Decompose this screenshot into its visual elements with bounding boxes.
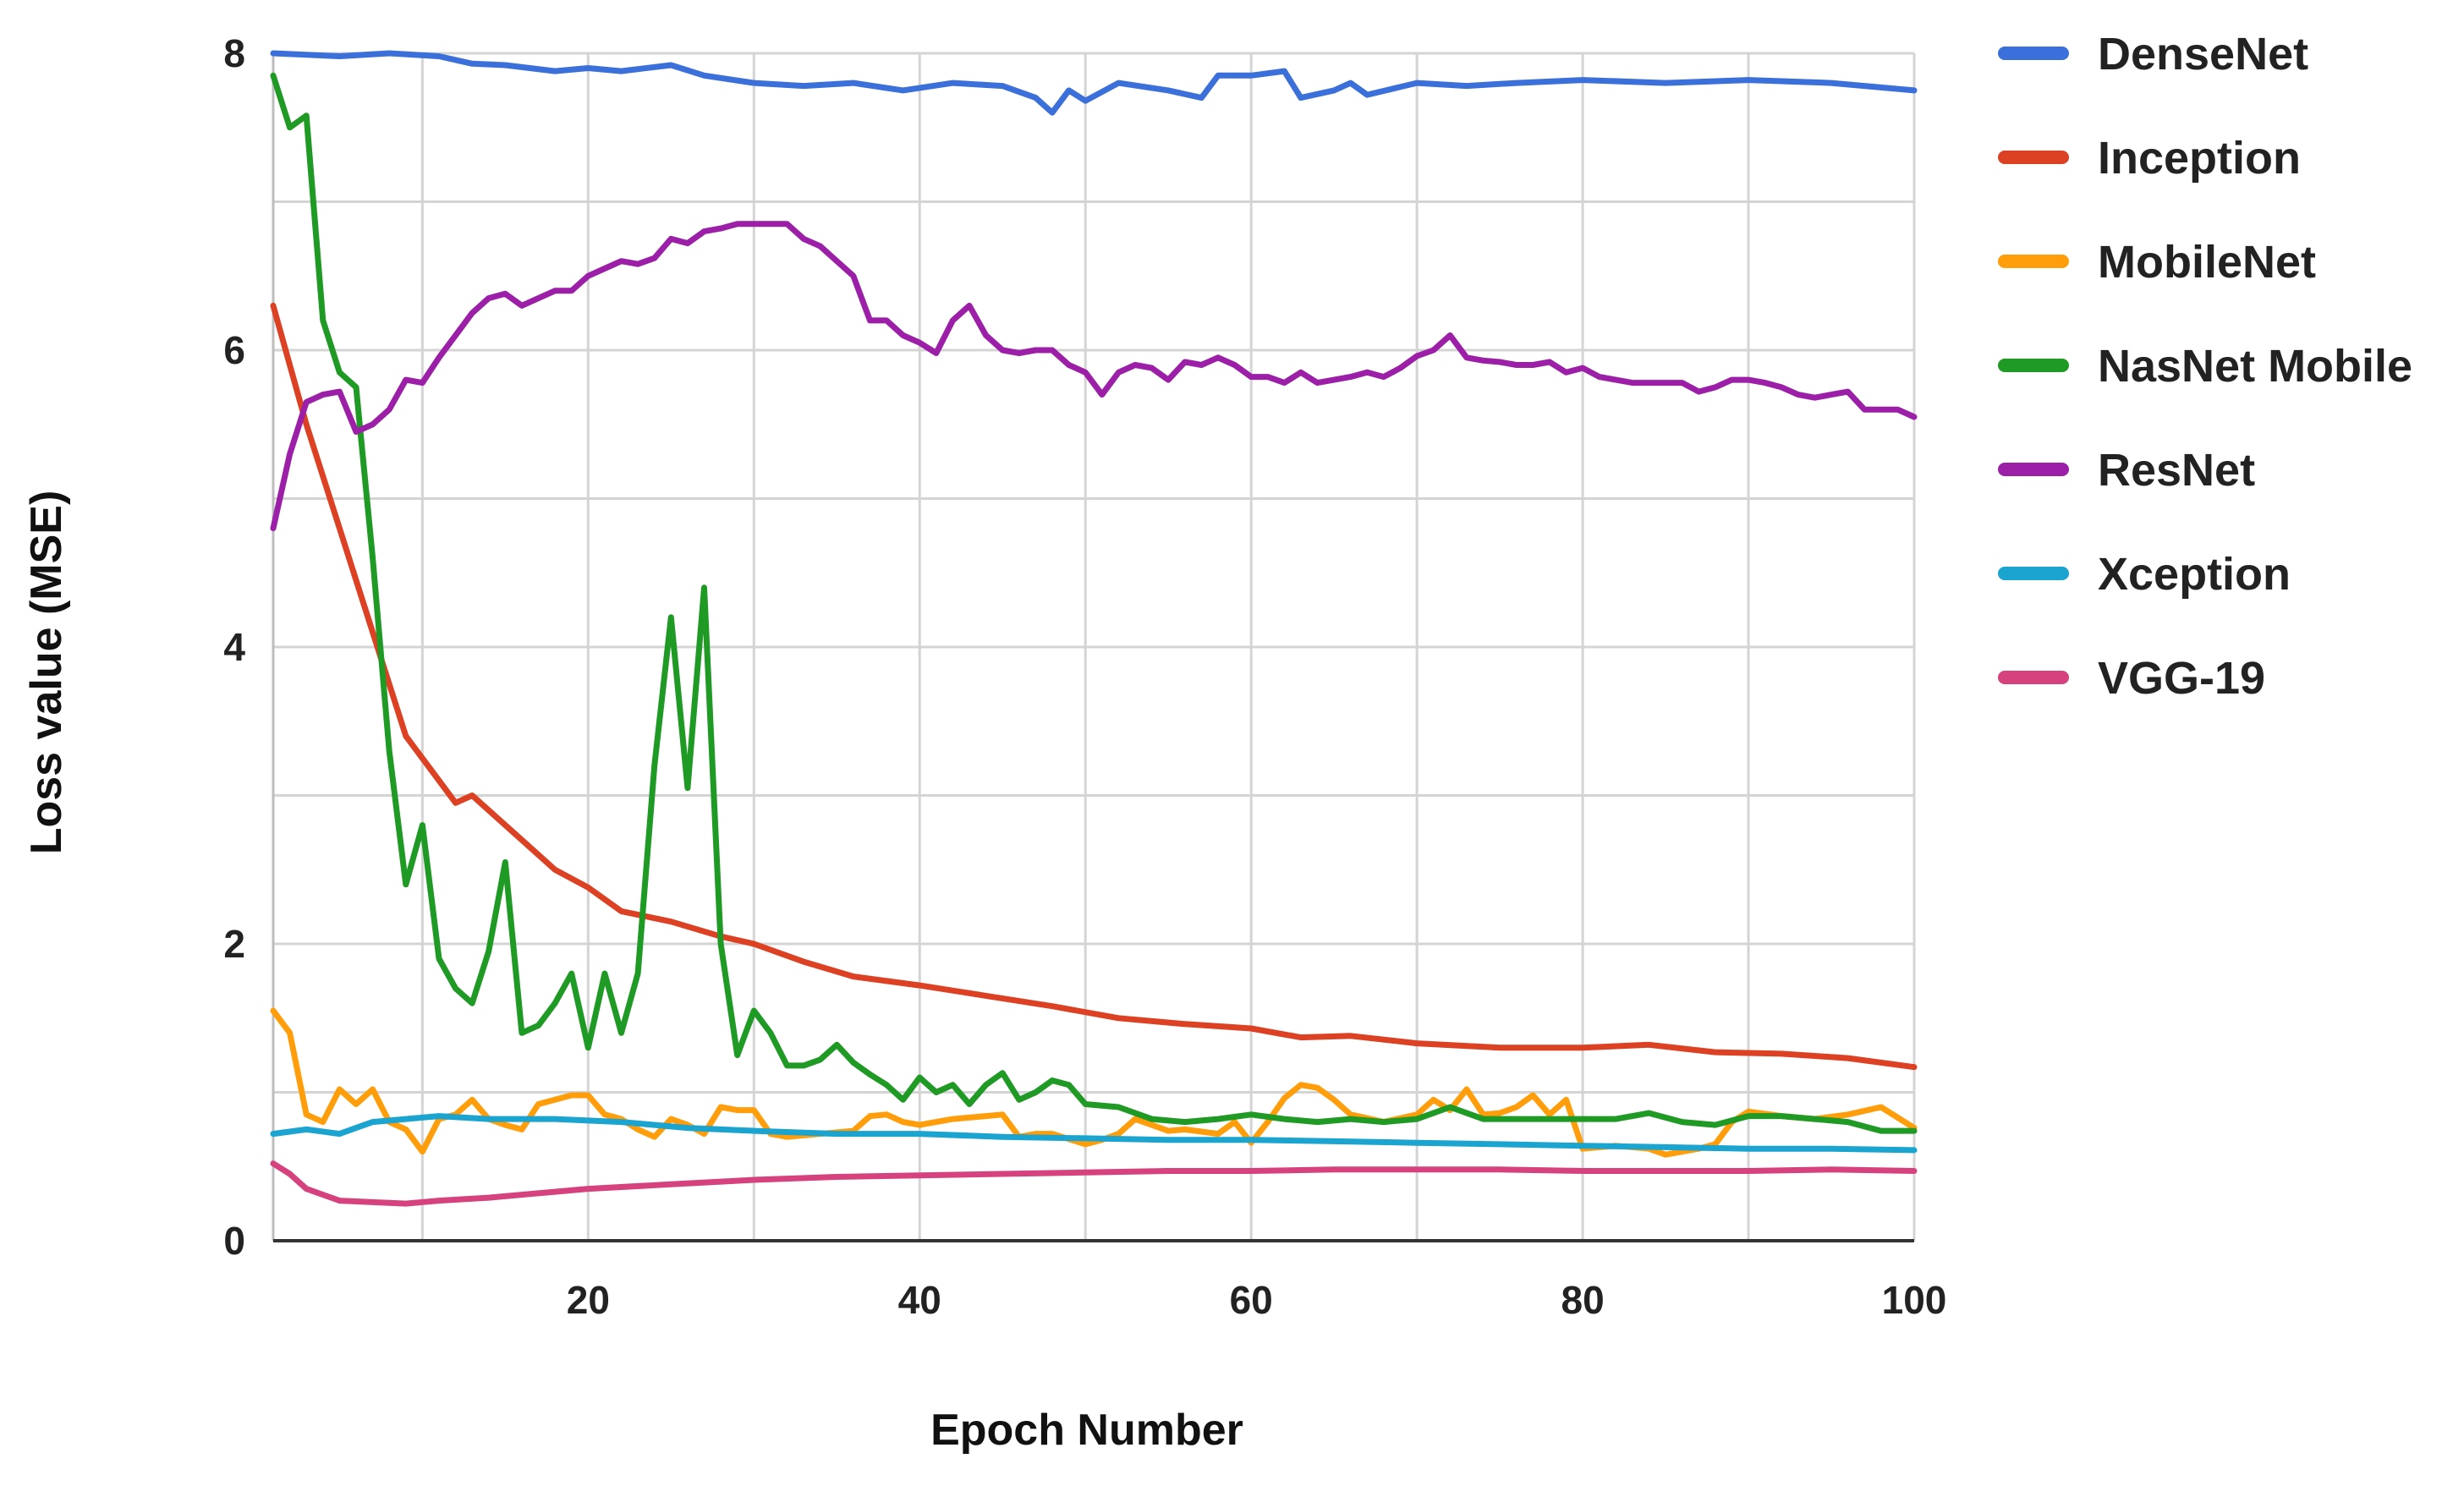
x-tick-label: 80 [1561, 1278, 1604, 1322]
series-line-xception [270, 1113, 1918, 1154]
grid [273, 52, 1916, 1242]
x-tick-label: 40 [898, 1278, 941, 1322]
y-tick-label: 0 [223, 1219, 245, 1263]
y-tick-label: 8 [223, 31, 245, 75]
legend: DenseNet Inception MobileNet NasNet Mobile R… [1998, 29, 2412, 704]
series-line-resnet [270, 221, 1918, 532]
y-tick-label: 2 [223, 922, 245, 966]
legend-label-densenet: DenseNet [2098, 29, 2308, 80]
axes [272, 53, 1914, 1242]
legend-label-vgg-19: VGG-19 [2098, 653, 2265, 704]
y-axis-title: Loss value (MSE) [22, 491, 71, 855]
y-tick-label: 6 [223, 328, 245, 372]
legend-label-resnet: ResNet [2098, 445, 2255, 496]
tick-labels: 0 2 4 6 8 20 40 60 80 100 [223, 31, 1946, 1322]
series-line-inception [270, 302, 1918, 1071]
series-line-mobilenet [270, 1007, 1918, 1158]
series-line-vgg-19 [270, 1160, 1918, 1207]
series-line-nasnet-mobile [270, 72, 1918, 1134]
legend-label-nasnet-mobile: NasNet Mobile [2098, 341, 2412, 392]
x-axis-title: Epoch Number [930, 1406, 1243, 1455]
y-tick-label: 4 [223, 625, 245, 669]
x-tick-label: 20 [567, 1278, 610, 1322]
x-tick-label: 100 [1882, 1278, 1947, 1322]
legend-label-xception: Xception [2098, 549, 2291, 600]
legend-label-inception: Inception [2098, 133, 2301, 184]
series-line-densenet [270, 50, 1918, 116]
legend-label-mobilenet: MobileNet [2098, 237, 2316, 288]
series-lines [270, 50, 1918, 1207]
x-tick-label: 60 [1230, 1278, 1273, 1322]
